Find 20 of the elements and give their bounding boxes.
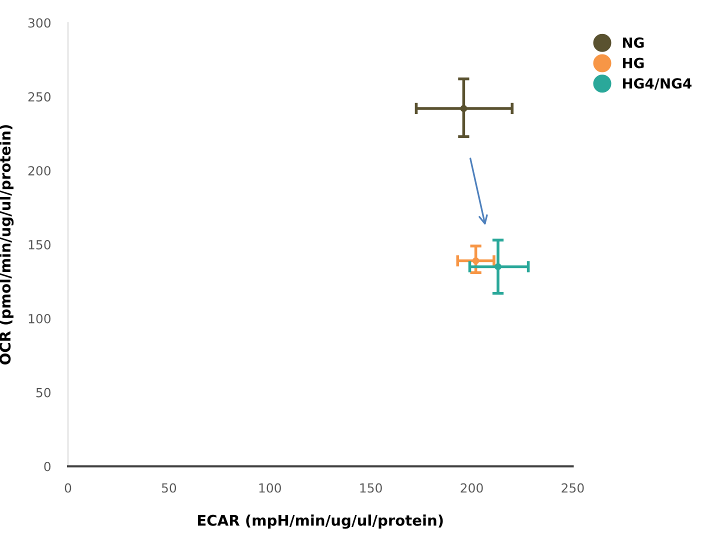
x-tick-label: 250 bbox=[562, 483, 584, 493]
y-tick-label: 150 bbox=[28, 240, 50, 250]
x-tick-label: 0 bbox=[64, 483, 72, 493]
y-tick-label: 100 bbox=[28, 314, 50, 324]
y-tick-label: 300 bbox=[28, 18, 50, 28]
legend-label: HG bbox=[622, 58, 644, 68]
y-tick-label: 250 bbox=[28, 92, 50, 102]
legend-label: NG bbox=[622, 37, 644, 48]
x-tick-label: 50 bbox=[162, 483, 176, 493]
y-tick-label: 200 bbox=[28, 166, 50, 176]
x-axis-title: ECAR (mpH/min/ug/ul/protein) bbox=[198, 514, 443, 529]
x-tick-label: 200 bbox=[460, 483, 483, 493]
y-tick-label: 50 bbox=[36, 388, 50, 398]
y-tick-label: 0 bbox=[44, 462, 50, 472]
legend-label: HG4/NG4 bbox=[622, 78, 692, 90]
point bbox=[472, 257, 480, 264]
x-tick-label: 150 bbox=[360, 483, 382, 493]
point bbox=[494, 263, 502, 270]
point bbox=[460, 105, 468, 112]
x-tick-label: 100 bbox=[259, 483, 281, 493]
